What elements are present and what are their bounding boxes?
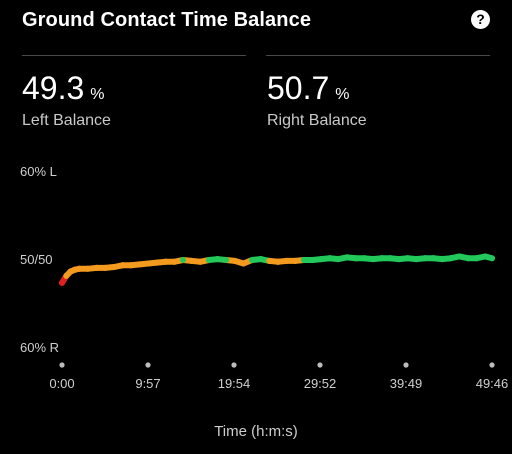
data-point [102, 264, 109, 271]
x-tick-dot [231, 362, 237, 368]
data-point [413, 256, 420, 263]
data-point [439, 256, 446, 263]
x-tick-label: 0:00 [49, 376, 75, 391]
right-balance-value: 50.7% [267, 70, 350, 107]
x-tick-dot [145, 362, 151, 368]
data-point [59, 279, 65, 286]
x-axis-title: Time (h:m:s) [214, 423, 298, 440]
data-point [456, 253, 463, 260]
left-balance-number: 49.3 [22, 70, 85, 106]
data-point [110, 264, 117, 271]
data-point [395, 256, 402, 263]
data-point [76, 265, 83, 272]
x-tick-label: 19:54 [217, 376, 251, 391]
x-tick-dot [59, 362, 65, 368]
help-icon[interactable]: ? [471, 10, 490, 29]
data-point [63, 272, 70, 279]
data-point [93, 264, 100, 271]
data-point [205, 257, 212, 263]
y-tick-label: 60% L [20, 164, 57, 179]
data-point [300, 257, 307, 263]
x-tick-label: 39:49 [389, 376, 423, 391]
data-point [370, 256, 377, 263]
data-point [283, 257, 290, 264]
data-point [145, 260, 152, 267]
data-point [482, 253, 489, 260]
data-point [421, 255, 428, 262]
x-tick-label: 49:46 [475, 376, 509, 391]
data-point [197, 258, 204, 265]
data-point [214, 256, 221, 263]
x-tick-dot [403, 362, 409, 368]
y-tick-label: 50/50 [20, 252, 53, 267]
data-point [266, 257, 273, 264]
data-point [378, 255, 385, 262]
page-title: Ground Contact Time Balance [22, 9, 312, 31]
data-point [223, 257, 230, 263]
data-point [154, 259, 161, 266]
data-point [309, 257, 316, 263]
data-point [430, 255, 437, 262]
data-point [352, 255, 359, 262]
data-point [447, 255, 454, 262]
data-point [136, 261, 143, 268]
data-point [84, 265, 91, 272]
data-point [171, 258, 178, 265]
data-point [335, 256, 342, 263]
y-tick-label: 60% R [20, 340, 60, 355]
data-point [119, 262, 126, 269]
divider-left [22, 55, 246, 56]
data-point [257, 256, 264, 263]
data-point [240, 260, 247, 267]
x-tick-dot [317, 362, 323, 368]
right-balance-number: 50.7 [267, 70, 330, 106]
data-point [274, 258, 281, 265]
data-point [387, 255, 394, 262]
data-point [179, 257, 186, 263]
data-point [465, 255, 472, 262]
data-point [473, 255, 480, 262]
data-point [249, 257, 256, 263]
data-point [361, 255, 368, 262]
data-point [231, 257, 238, 264]
data-point [292, 257, 299, 264]
data-point [128, 262, 135, 269]
data-point [188, 257, 195, 264]
divider-right [266, 55, 490, 56]
x-tick-label: 9:57 [135, 376, 161, 391]
left-balance-value: 49.3% [22, 70, 105, 107]
data-point [344, 254, 351, 261]
data-point [326, 255, 333, 262]
left-balance-unit: % [90, 86, 105, 103]
left-balance-label: Left Balance [22, 112, 111, 129]
data-point [404, 255, 411, 262]
right-balance-unit: % [335, 86, 350, 103]
data-point [318, 256, 325, 263]
data-point [489, 255, 495, 262]
x-tick-dot [489, 362, 495, 368]
data-point [162, 258, 169, 265]
right-balance-label: Right Balance [267, 112, 367, 129]
x-tick-label: 29:52 [303, 376, 337, 391]
